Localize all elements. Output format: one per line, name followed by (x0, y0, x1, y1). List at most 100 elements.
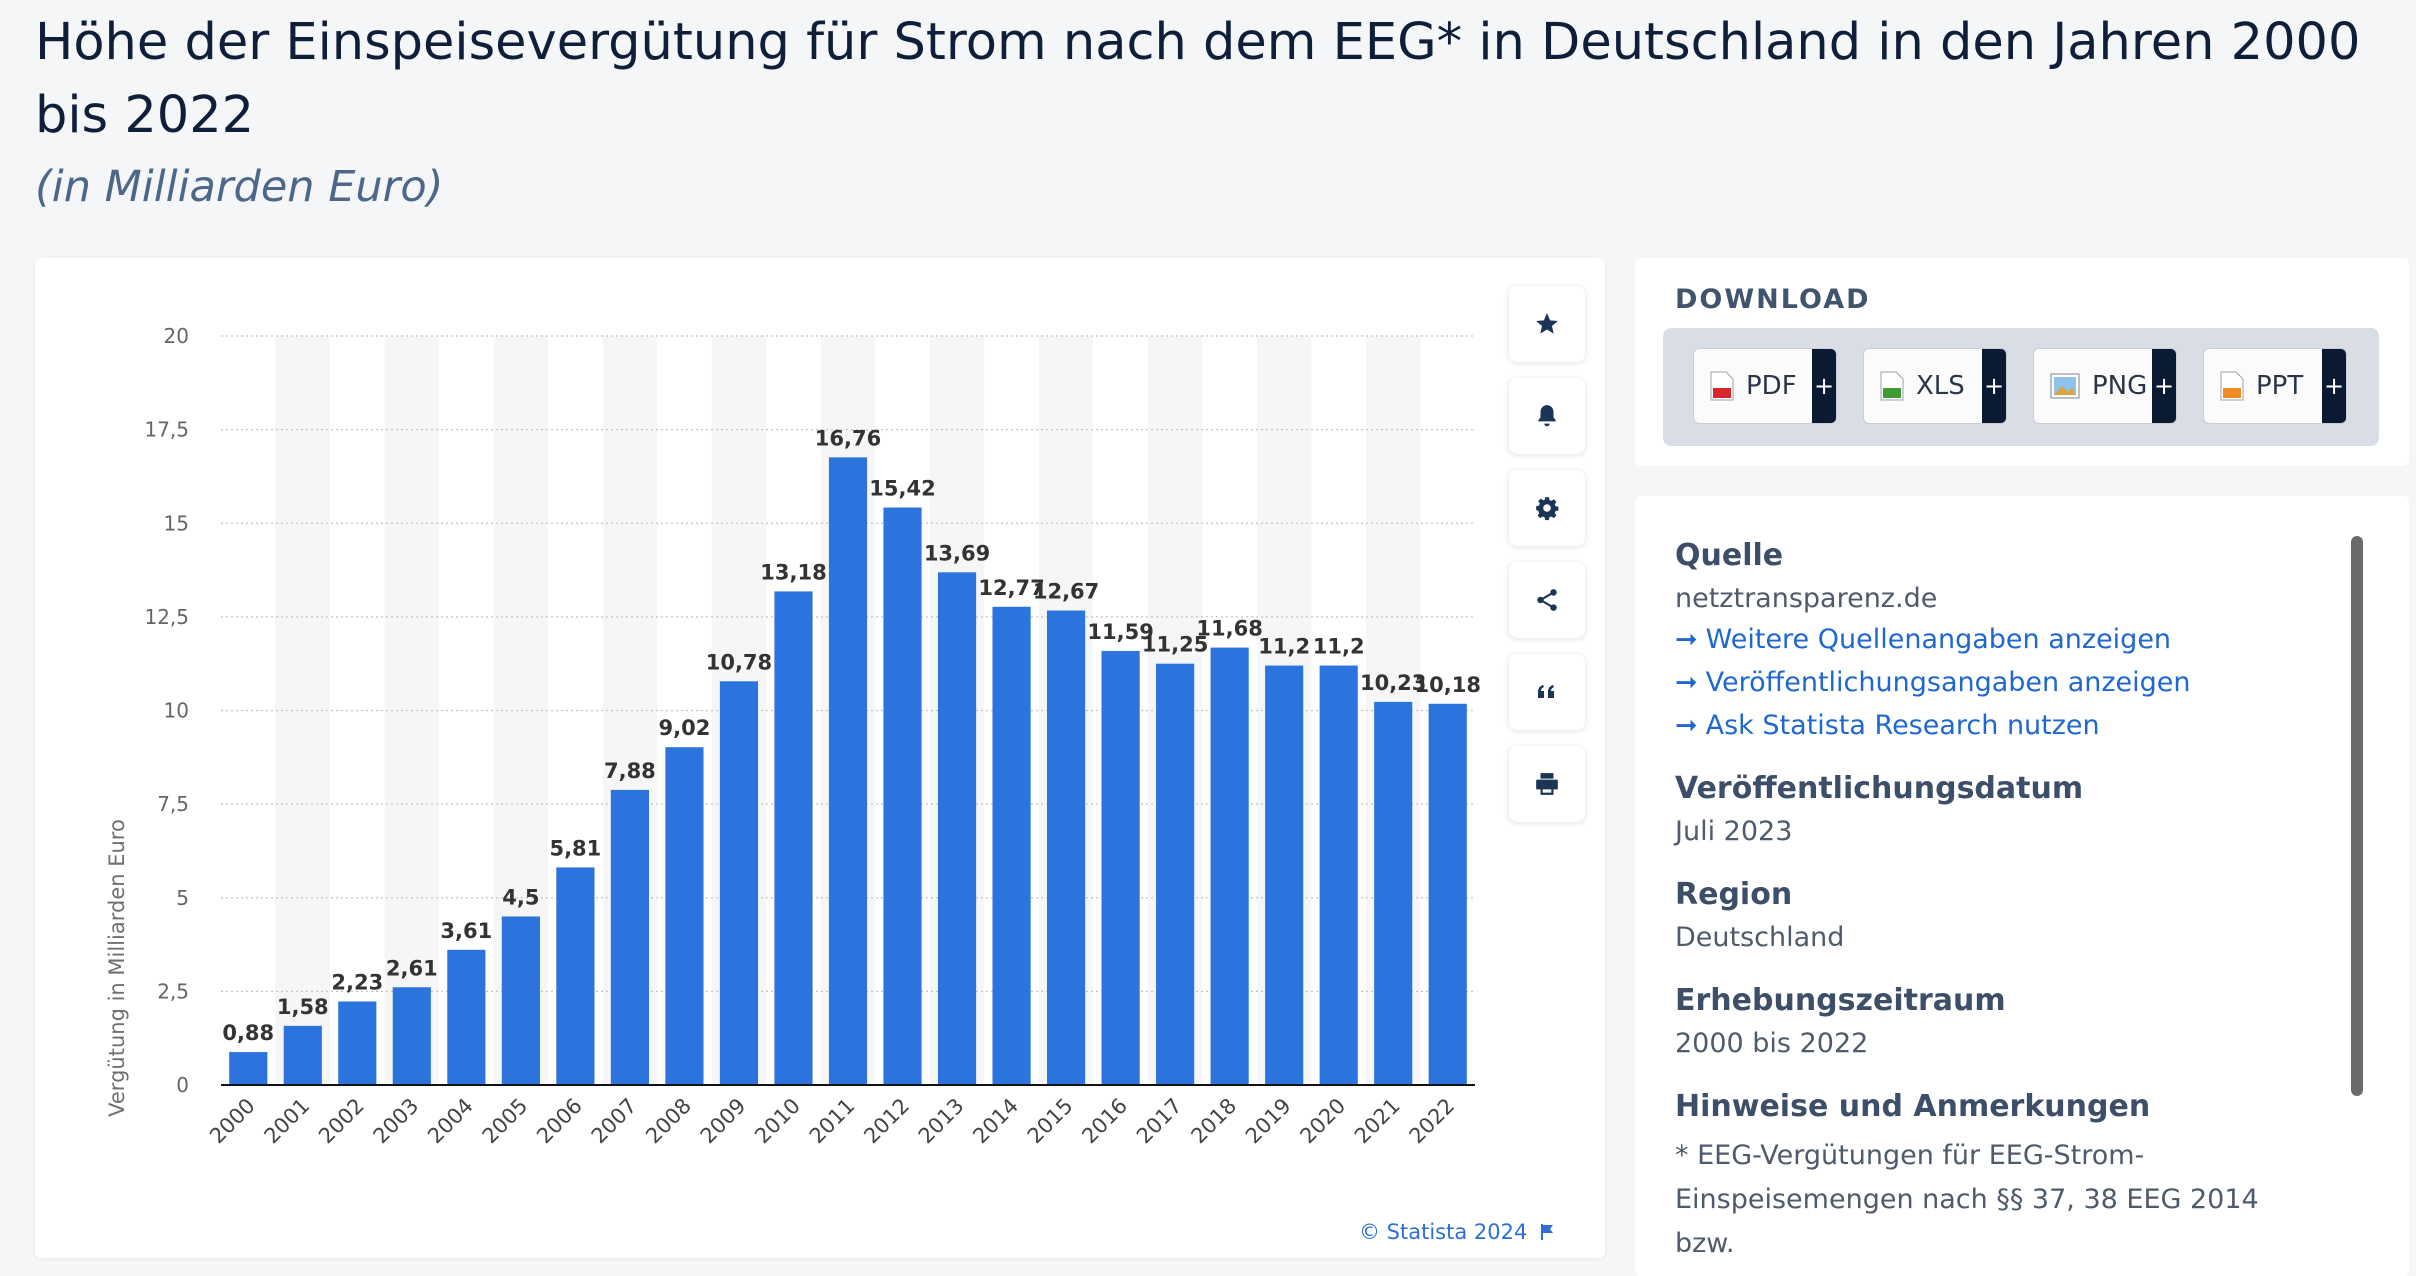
value-label: 7,88 (604, 759, 656, 783)
quote-icon (1538, 685, 1554, 698)
bar (719, 681, 759, 1085)
x-tick-label: 2000 (205, 1094, 260, 1149)
x-tick-label: 2020 (1295, 1094, 1350, 1149)
x-tick-label: 2005 (478, 1094, 533, 1149)
y-tick-label: 15 (164, 511, 189, 535)
download-ppt-label: PPT (2256, 371, 2304, 401)
link-label: Weitere Quellenangaben anzeigen (1705, 624, 2172, 655)
y-tick-label: 20 (164, 324, 189, 348)
x-tick-label: 2021 (1350, 1094, 1405, 1149)
statista-credit-link[interactable]: © Statista 2024 (1359, 1220, 1556, 1244)
publication-info-link[interactable]: ➞ Veröffentlichungsangaben anzeigen (1675, 667, 2315, 698)
notification-button[interactable] (1509, 378, 1585, 454)
chart-card: 0 2,5 5 7,5 10 12,5 15 17,5 20 0,88 2000 1,58 2001 2,… (35, 258, 1605, 1258)
notes-line: * EEG-Vergütungen für EEG-Strom- (1675, 1140, 2145, 1171)
notes-section: Hinweise und Anmerkungen * EEG-Vergütung… (1675, 1089, 2315, 1266)
source-heading: Quelle (1675, 538, 1784, 573)
download-buttons: PDF + XLS + PNG + PPT + (1663, 328, 2379, 446)
value-label: 13,18 (760, 560, 826, 584)
survey-period-heading: Erhebungszeitraum (1675, 983, 2006, 1018)
arrow-right-icon: ➞ (1675, 710, 1698, 741)
scrollbar[interactable] (2351, 536, 2363, 1096)
cite-button[interactable] (1509, 654, 1585, 730)
x-tick-label: 2018 (1186, 1094, 1241, 1149)
arrow-right-icon: ➞ (1675, 667, 1698, 698)
value-label: 11,59 (1087, 620, 1153, 644)
value-label: 9,02 (659, 716, 711, 740)
ask-research-link[interactable]: ➞ Ask Statista Research nutzen (1675, 710, 2315, 741)
value-label: 11,68 (1196, 617, 1262, 641)
x-tick-label: 2001 (260, 1094, 315, 1149)
bar (1374, 701, 1413, 1085)
gear-icon (1536, 497, 1559, 521)
chart-toolbar (1509, 286, 1585, 838)
x-tick-label: 2010 (750, 1094, 805, 1149)
download-xls-button[interactable]: XLS + (1863, 348, 2007, 424)
x-tick-label: 2014 (968, 1094, 1023, 1149)
value-label: 11,2 (1313, 635, 1365, 659)
x-tick-label: 2015 (1023, 1094, 1078, 1149)
value-label: 2,23 (331, 970, 383, 994)
download-png-label: PNG (2092, 371, 2148, 401)
print-icon (1536, 773, 1558, 795)
bar (610, 789, 649, 1085)
y-tick-label: 17,5 (144, 418, 189, 442)
page-subtitle: (in Milliarden Euro) (35, 162, 444, 212)
bell-icon (1538, 405, 1556, 427)
link-label: Ask Statista Research nutzen (1705, 710, 2100, 741)
share-icon (1537, 589, 1557, 611)
x-tick-label: 2006 (532, 1094, 587, 1149)
download-panel: DOWNLOAD PDF + XLS + PNG + PPT + (1635, 258, 2409, 466)
survey-period-section: Erhebungszeitraum 2000 bis 2022 (1675, 983, 2315, 1059)
region-section: Region Deutschland (1675, 877, 2315, 953)
bar (883, 507, 922, 1085)
value-label: 12,77 (978, 576, 1044, 600)
share-button[interactable] (1509, 562, 1585, 638)
value-label: 12,67 (1033, 580, 1099, 604)
print-button[interactable] (1509, 746, 1585, 822)
star-icon (1536, 313, 1558, 334)
bar (556, 867, 595, 1085)
arrow-right-icon: ➞ (1675, 624, 1698, 655)
bar (1101, 650, 1140, 1085)
region-value: Deutschland (1675, 922, 1845, 953)
download-pdf-label: PDF (1746, 371, 1797, 401)
value-label: 15,42 (869, 477, 935, 501)
link-label: Veröffentlichungsangaben anzeigen (1705, 667, 2191, 698)
favorite-button[interactable] (1509, 286, 1585, 362)
credit-text: © Statista 2024 (1359, 1220, 1528, 1244)
bar (1156, 663, 1195, 1085)
value-label: 2,61 (386, 956, 438, 980)
bar (229, 1052, 268, 1085)
x-tick-label: 2009 (696, 1094, 751, 1149)
more-source-info-link[interactable]: ➞ Weitere Quellenangaben anzeigen (1675, 624, 2315, 655)
bar (1428, 703, 1467, 1085)
value-label: 16,76 (815, 426, 881, 450)
download-png-button[interactable]: PNG + (2033, 348, 2177, 424)
y-tick-label: 10 (164, 699, 189, 723)
xls-file-icon (1880, 371, 1904, 401)
x-tick-label: 2002 (314, 1094, 369, 1149)
x-tick-label: 2019 (1241, 1094, 1296, 1149)
value-label: 10,18 (1415, 673, 1481, 697)
download-pdf-button[interactable]: PDF + (1693, 348, 1837, 424)
bar (283, 1025, 322, 1085)
survey-period-value: 2000 bis 2022 (1675, 1028, 1869, 1059)
publication-date-value: Juli 2023 (1675, 816, 1793, 847)
download-ppt-button[interactable]: PPT + (2203, 348, 2347, 424)
plus-icon: + (2152, 349, 2176, 423)
y-tick-label: 7,5 (157, 792, 189, 816)
x-tick-label: 2008 (641, 1094, 696, 1149)
notes-heading: Hinweise und Anmerkungen (1675, 1089, 2151, 1124)
x-tick-label: 2003 (369, 1094, 424, 1149)
x-tick-label: 2011 (805, 1094, 860, 1149)
bar (1319, 665, 1358, 1085)
plus-icon: + (2322, 349, 2346, 423)
y-axis-label: Vergütung in Milliarden Euro (105, 819, 129, 1117)
bar (501, 916, 540, 1085)
settings-button[interactable] (1509, 470, 1585, 546)
plus-icon: + (1982, 349, 2006, 423)
bar (774, 591, 813, 1085)
bar (338, 1001, 377, 1085)
value-label: 5,81 (549, 836, 601, 860)
